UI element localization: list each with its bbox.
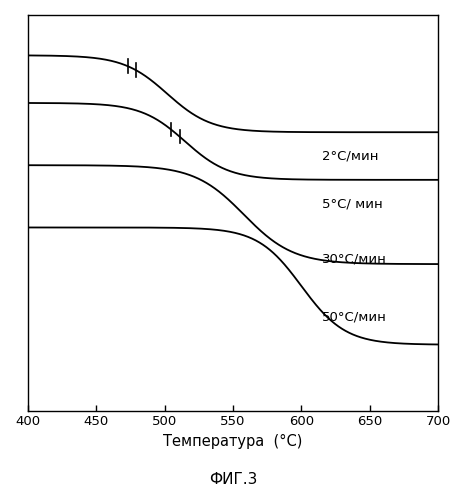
Text: 5°C/ мин: 5°C/ мин	[322, 197, 383, 210]
Text: 2°C/мин: 2°C/мин	[322, 150, 378, 163]
Text: ФИГ.3: ФИГ.3	[209, 472, 257, 487]
X-axis label: Температура  (°C): Температура (°C)	[163, 434, 302, 449]
Text: 50°C/мин: 50°C/мин	[322, 311, 387, 324]
Text: 30°C/мин: 30°C/мин	[322, 252, 387, 265]
